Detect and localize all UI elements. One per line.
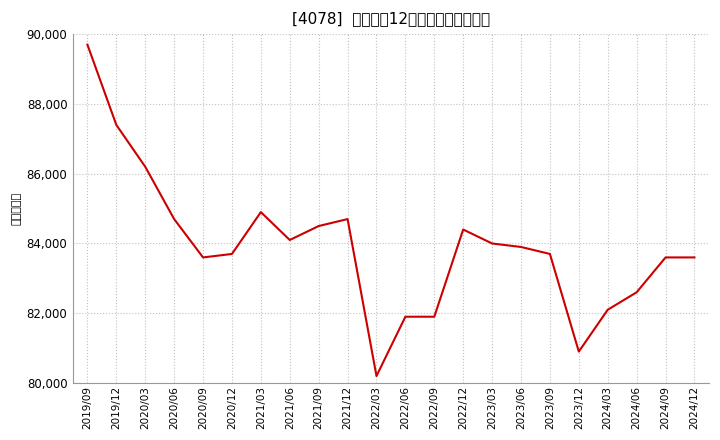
Y-axis label: （百万円）: （百万円） [11, 192, 21, 225]
Title: [4078]  売上高の12か月移動合計の推移: [4078] 売上高の12か月移動合計の推移 [292, 11, 490, 26]
